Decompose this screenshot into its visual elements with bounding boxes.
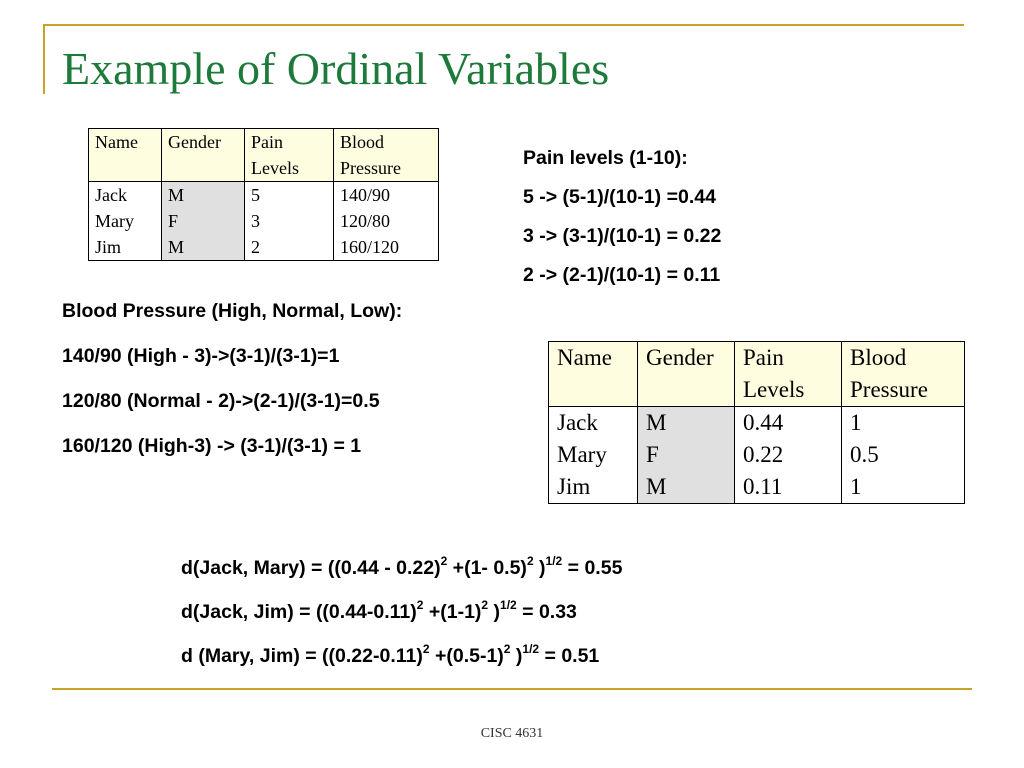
table-body-row: Jack Mary Jim M F M 0.44 0.22 0.11 1 0.5… xyxy=(548,406,965,504)
cell-name: Jack xyxy=(557,410,598,435)
slide-title: Example of Ordinal Variables xyxy=(62,43,610,94)
cell-pain-level: 0.44 xyxy=(743,410,784,435)
header-gender: Gender xyxy=(161,128,245,182)
name-column: Jack Mary Jim xyxy=(548,406,638,504)
blood-pressure-heading: Blood Pressure (High, Normal, Low): xyxy=(62,300,403,322)
distance-jack-jim: d(Jack, Jim) = ((0.44-0.11)2 +(1-1)2 )1/… xyxy=(181,598,577,623)
pain-levels-column: 5 3 2 xyxy=(244,181,334,261)
gender-column: M F M xyxy=(161,181,245,261)
name-column: Jack Mary Jim xyxy=(88,181,162,261)
cell-pain-level: 5 xyxy=(251,185,260,205)
original-data-table: Name Gender Pain Levels Blood Pressure J… xyxy=(88,128,439,261)
cell-name: Jim xyxy=(95,237,122,257)
footer-course-label: CISC 4631 xyxy=(480,726,544,741)
bp-formula-line: 140/90 (High - 3)->(3-1)/(3-1)=1 xyxy=(62,345,340,367)
header-pain-levels: Pain Levels xyxy=(734,341,842,407)
table-body-row: Jack Mary Jim M F M 5 3 2 140/90 120/80 … xyxy=(88,181,439,261)
header-name: Name xyxy=(548,341,638,407)
header-gender: Gender xyxy=(637,341,735,407)
frame-bottom-line xyxy=(52,688,972,690)
cell-blood-pressure: 140/90 xyxy=(340,185,391,205)
frame-top-line xyxy=(43,24,964,26)
cell-name: Mary xyxy=(95,211,134,231)
blood-pressure-column: 140/90 120/80 160/120 xyxy=(333,181,439,261)
blood-pressure-column: 1 0.5 1 xyxy=(841,406,965,504)
cell-gender: M xyxy=(646,474,667,499)
pain-formula-line: 3 -> (3-1)/(10-1) = 0.22 xyxy=(523,225,722,247)
cell-name: Mary xyxy=(557,442,607,467)
header-pain-levels: Pain Levels xyxy=(244,128,334,182)
pain-formula-line: 5 -> (5-1)/(10-1) =0.44 xyxy=(523,186,716,208)
pain-levels-heading: Pain levels (1-10): xyxy=(523,147,688,169)
header-name: Name xyxy=(88,128,162,182)
table-header-row: Name Gender Pain Levels Blood Pressure xyxy=(88,128,439,182)
cell-gender: M xyxy=(646,410,667,435)
blood-pressure-section: Blood Pressure (High, Normal, Low): 140/… xyxy=(62,296,502,476)
table-header-row: Name Gender Pain Levels Blood Pressure xyxy=(548,341,965,407)
bp-formula-line: 160/120 (High-3) -> (3-1)/(3-1) = 1 xyxy=(62,435,362,457)
pain-levels-column: 0.44 0.22 0.11 xyxy=(734,406,842,504)
gender-column: M F M xyxy=(637,406,735,504)
cell-blood-pressure: 1 xyxy=(850,410,862,435)
cell-gender: F xyxy=(168,211,179,231)
cell-name: Jack xyxy=(95,185,127,205)
cell-blood-pressure: 0.5 xyxy=(850,442,879,467)
bp-formula-line: 120/80 (Normal - 2)->(2-1)/(3-1)=0.5 xyxy=(62,390,380,412)
cell-blood-pressure: 160/120 xyxy=(340,237,400,257)
cell-gender: M xyxy=(168,237,185,257)
distance-jack-mary: d(Jack, Mary) = ((0.44 - 0.22)2 +(1- 0.5… xyxy=(181,554,623,579)
cell-pain-level: 0.11 xyxy=(743,474,783,499)
cell-pain-level: 3 xyxy=(251,211,260,231)
cell-pain-level: 0.22 xyxy=(743,442,784,467)
header-blood-pressure: Blood Pressure xyxy=(333,128,439,182)
cell-blood-pressure: 1 xyxy=(850,474,862,499)
normalized-data-table: Name Gender Pain Levels Blood Pressure J… xyxy=(548,341,965,504)
distance-mary-jim: d (Mary, Jim) = ((0.22-0.11)2 +(0.5-1)2 … xyxy=(181,642,600,667)
pain-levels-section: Pain levels (1-10): 5 -> (5-1)/(10-1) =0… xyxy=(523,146,963,302)
distance-section: d(Jack, Mary) = ((0.44 - 0.22)2 +(1- 0.5… xyxy=(181,555,881,687)
frame-left-line xyxy=(43,24,45,94)
pain-formula-line: 2 -> (2-1)/(10-1) = 0.11 xyxy=(523,264,721,286)
cell-pain-level: 2 xyxy=(251,237,260,257)
header-blood-pressure: Blood Pressure xyxy=(841,341,965,407)
cell-name: Jim xyxy=(557,474,591,499)
cell-gender: M xyxy=(168,185,185,205)
cell-blood-pressure: 120/80 xyxy=(340,211,391,231)
cell-gender: F xyxy=(646,442,659,467)
